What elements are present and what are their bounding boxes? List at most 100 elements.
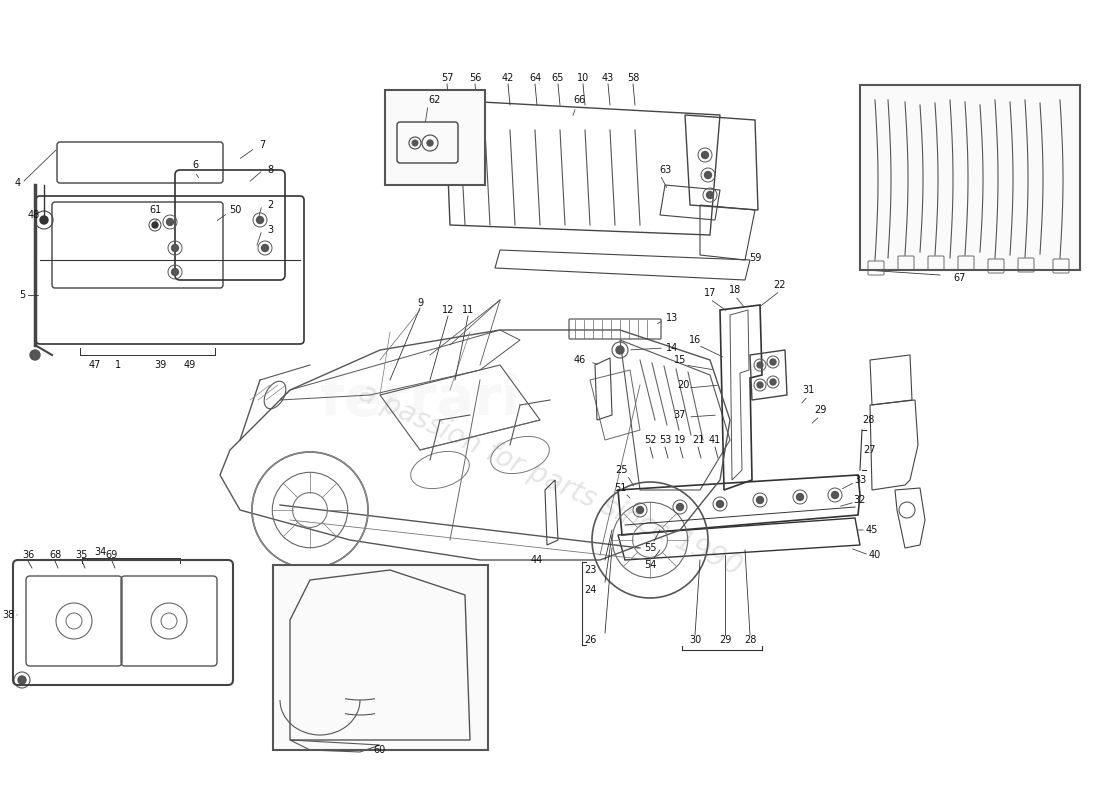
Text: 26: 26	[584, 635, 596, 645]
Circle shape	[706, 191, 714, 198]
Text: 67: 67	[954, 273, 966, 283]
Text: 57: 57	[441, 73, 453, 83]
Text: ferrari: ferrari	[320, 373, 520, 427]
Text: 47: 47	[89, 360, 101, 370]
Circle shape	[832, 491, 838, 498]
Text: 41: 41	[708, 435, 722, 445]
Text: 7: 7	[258, 140, 265, 150]
Text: 46: 46	[574, 355, 586, 365]
Circle shape	[172, 245, 178, 251]
Text: 39: 39	[154, 360, 166, 370]
Circle shape	[262, 245, 268, 251]
Text: 17: 17	[704, 288, 716, 298]
Circle shape	[256, 217, 264, 223]
Circle shape	[427, 140, 433, 146]
Text: 29: 29	[718, 635, 732, 645]
Text: 56: 56	[469, 73, 481, 83]
Text: 25: 25	[616, 465, 628, 475]
Text: 14: 14	[666, 343, 678, 353]
Text: 42: 42	[502, 73, 514, 83]
Text: 29: 29	[814, 405, 826, 415]
Circle shape	[757, 382, 763, 388]
Text: 11: 11	[462, 305, 474, 315]
Circle shape	[704, 171, 712, 178]
Text: 43: 43	[602, 73, 614, 83]
Circle shape	[702, 151, 708, 158]
Text: 6: 6	[191, 160, 198, 170]
Circle shape	[18, 676, 26, 684]
Text: a passion for parts since 1990: a passion for parts since 1990	[354, 378, 746, 582]
Text: 49: 49	[184, 360, 196, 370]
Text: 12: 12	[442, 305, 454, 315]
Text: 4: 4	[15, 178, 21, 188]
Text: 31: 31	[802, 385, 814, 395]
Text: 32: 32	[854, 495, 866, 505]
Circle shape	[757, 362, 763, 368]
Text: 35: 35	[76, 550, 88, 560]
Text: 22: 22	[773, 280, 786, 290]
Bar	[860, 85, 1080, 270]
Circle shape	[770, 359, 776, 365]
Text: 54: 54	[644, 560, 657, 570]
Text: 33: 33	[854, 475, 866, 485]
Text: 62: 62	[429, 95, 441, 105]
Text: 27: 27	[864, 445, 877, 455]
Text: 1: 1	[114, 360, 121, 370]
Text: 44: 44	[531, 555, 543, 565]
Text: 63: 63	[659, 165, 671, 175]
Text: 69: 69	[106, 550, 118, 560]
Text: 30: 30	[689, 635, 701, 645]
Text: 51: 51	[614, 483, 626, 493]
Text: 9: 9	[417, 298, 424, 308]
Circle shape	[412, 140, 418, 146]
Text: 21: 21	[692, 435, 704, 445]
Text: 13: 13	[666, 313, 678, 323]
Text: 20: 20	[676, 380, 690, 390]
Text: 50: 50	[229, 205, 241, 215]
Circle shape	[30, 350, 40, 360]
Text: 59: 59	[749, 253, 761, 263]
Text: 10: 10	[576, 73, 590, 83]
Bar	[385, 90, 485, 185]
Text: 23: 23	[584, 565, 596, 575]
Text: 36: 36	[22, 550, 34, 560]
Text: 37: 37	[674, 410, 686, 420]
Circle shape	[166, 218, 174, 226]
Text: 38: 38	[2, 610, 14, 620]
Text: 5: 5	[19, 290, 25, 300]
Text: 28: 28	[744, 635, 756, 645]
Text: 18: 18	[729, 285, 741, 295]
Text: 28: 28	[861, 415, 875, 425]
Text: 16: 16	[689, 335, 701, 345]
Circle shape	[172, 269, 178, 275]
Text: 19: 19	[674, 435, 686, 445]
Text: 52: 52	[644, 435, 657, 445]
Circle shape	[676, 503, 683, 510]
Circle shape	[152, 222, 158, 228]
Circle shape	[796, 494, 803, 501]
Bar	[273, 565, 488, 750]
Circle shape	[770, 379, 776, 385]
Text: 34: 34	[94, 547, 106, 557]
Text: 48: 48	[28, 210, 40, 220]
Text: 24: 24	[584, 585, 596, 595]
Text: 8: 8	[267, 165, 273, 175]
Text: 40: 40	[869, 550, 881, 560]
Text: 15: 15	[674, 355, 686, 365]
Text: 3: 3	[267, 225, 273, 235]
Text: 2: 2	[267, 200, 273, 210]
Text: 68: 68	[48, 550, 62, 560]
Text: 45: 45	[866, 525, 878, 535]
Text: 58: 58	[627, 73, 639, 83]
Circle shape	[757, 497, 763, 503]
Circle shape	[616, 346, 624, 354]
Circle shape	[637, 506, 644, 514]
Circle shape	[716, 501, 724, 507]
Text: 65: 65	[552, 73, 564, 83]
Text: 53: 53	[659, 435, 671, 445]
Text: 66: 66	[574, 95, 586, 105]
Text: 61: 61	[148, 205, 161, 215]
Text: 64: 64	[529, 73, 541, 83]
Circle shape	[40, 216, 48, 224]
Text: 55: 55	[644, 543, 657, 553]
